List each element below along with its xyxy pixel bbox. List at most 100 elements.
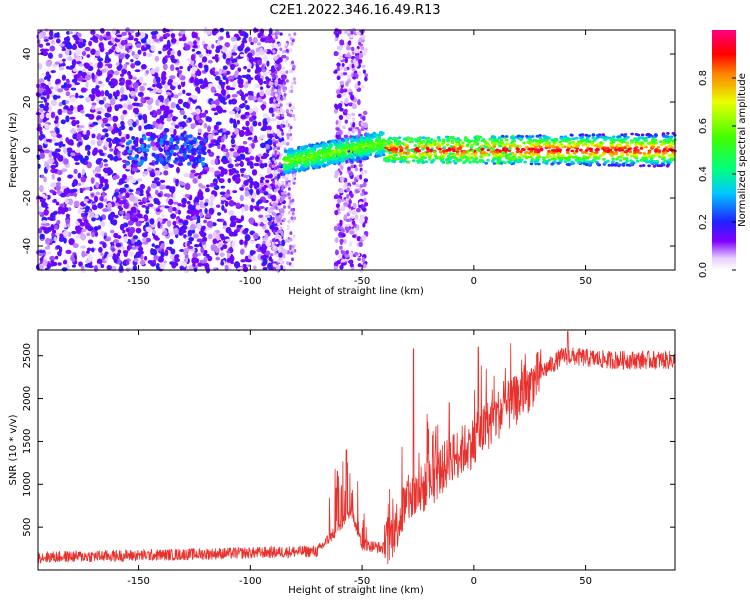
heatmap-cell (327, 147, 332, 151)
heatmap-cell (360, 216, 365, 223)
heatmap-cell (287, 187, 291, 191)
heatmap-cell (46, 159, 53, 165)
heatmap-cell (169, 261, 174, 265)
heatmap-cell (222, 75, 227, 80)
heatmap-cell (348, 223, 353, 227)
heatmap-cell (219, 191, 226, 196)
heatmap-cell (128, 251, 134, 257)
heatmap-cell (299, 154, 303, 158)
heatmap-cell (149, 171, 156, 178)
heatmap-cell (184, 182, 191, 191)
heatmap-cell (49, 189, 54, 193)
heatmap-cell (220, 89, 227, 95)
heatmap-cell (334, 209, 339, 215)
heatmap-cell (249, 204, 254, 212)
heatmap-cell (214, 71, 220, 75)
heatmap-cell (360, 45, 365, 51)
heatmap-cell (80, 176, 87, 183)
heatmap-cell (111, 45, 116, 51)
heatmap-cells (35, 26, 677, 274)
heatmap-cell (224, 238, 231, 242)
heatmap-cell (153, 135, 159, 138)
heatmap-cell (197, 252, 202, 257)
heatmap-cell (151, 34, 157, 40)
heatmap-cell (115, 49, 121, 53)
heatmap-cell (204, 207, 208, 215)
heatmap-cell (279, 259, 283, 264)
heatmap-cell (286, 261, 290, 265)
heatmap-cell (193, 243, 200, 248)
heatmap-cell (352, 153, 357, 158)
heatmap-cell (254, 69, 258, 74)
heatmap-cell (263, 191, 269, 196)
heatmap-cell (299, 146, 304, 150)
heatmap-cell (260, 246, 267, 254)
heatmap-cell (49, 255, 56, 262)
heatmap-cell (333, 265, 338, 270)
heatmap-cell (343, 134, 349, 139)
heatmap-cell (199, 212, 204, 218)
heatmap-cell (260, 176, 265, 181)
heatmap-cell (244, 190, 250, 197)
heatmap-cell (125, 166, 132, 170)
heatmap-cell (242, 264, 247, 268)
heatmap-cell (139, 188, 144, 195)
heatmap-cell (75, 224, 81, 232)
heatmap-cell (276, 67, 280, 72)
heatmap-cell (235, 107, 240, 112)
heatmap-cell (145, 206, 150, 210)
heatmap-cell (223, 134, 227, 140)
heatmap-cell (338, 255, 343, 259)
heatmap-cell (158, 123, 164, 130)
heatmap-cell (102, 128, 109, 133)
heatmap-cell (67, 174, 74, 179)
heatmap-cell (279, 134, 283, 139)
heatmap-cell (322, 141, 326, 145)
heatmap-cell (209, 199, 214, 207)
heatmap-cell (50, 132, 55, 137)
heatmap-cell (271, 86, 275, 91)
heatmap-cell (153, 254, 159, 261)
heatmap-cell (252, 191, 257, 200)
heatmap-cell (179, 109, 185, 116)
heatmap-cell (174, 258, 180, 263)
heatmap-cell (59, 238, 64, 242)
heatmap-cell (285, 48, 289, 53)
heatmap-cell (360, 192, 364, 197)
heatmap-cell (214, 112, 219, 116)
heatmap-cell (286, 133, 290, 137)
heatmap-cell (190, 112, 197, 116)
heatmap-cell (121, 31, 127, 36)
heatmap-cell (154, 66, 160, 73)
heatmap-cell (351, 51, 355, 55)
heatmap-cell (43, 176, 47, 183)
heatmap-cell (61, 47, 66, 52)
heatmap-cell (265, 179, 270, 184)
heatmap-cell (349, 263, 354, 268)
heatmap-cell (192, 40, 197, 45)
heatmap-cell (44, 246, 50, 250)
heatmap-cell (291, 257, 294, 262)
heatmap-cell (144, 96, 151, 100)
heatmap-cell (289, 231, 293, 235)
heatmap-cell (227, 178, 232, 184)
heatmap-cell (57, 154, 64, 162)
heatmap-cell (473, 153, 477, 156)
heatmap-cell (254, 207, 260, 211)
heatmap-cell (190, 54, 195, 61)
heatmap-cell (515, 150, 520, 154)
heatmap-cell (342, 125, 346, 130)
heatmap-cell (218, 166, 224, 170)
heatmap-cell (76, 128, 82, 132)
heatmap-cell (361, 34, 366, 41)
heatmap-cell (125, 133, 130, 140)
heatmap-cell (131, 136, 136, 140)
heatmap-cell (276, 218, 280, 222)
heatmap-cell (354, 48, 360, 54)
heatmap-cell (38, 43, 44, 48)
heatmap-cell (116, 146, 123, 150)
heatmap-cell (277, 222, 281, 226)
heatmap-cell (113, 155, 119, 161)
heatmap-cell (102, 242, 107, 249)
heatmap-cell (345, 139, 349, 143)
